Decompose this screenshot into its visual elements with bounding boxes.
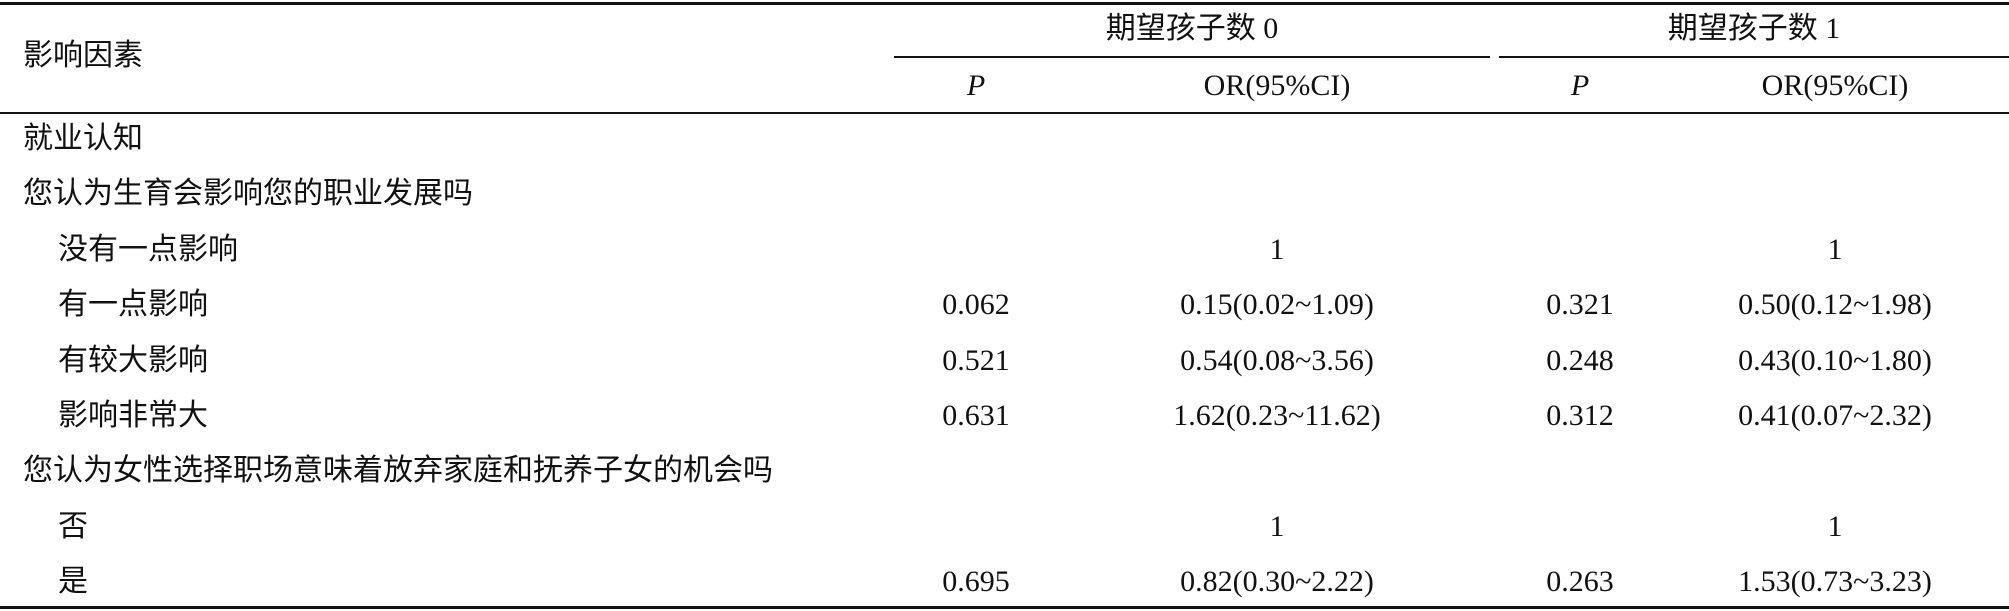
column-header: P xyxy=(1570,69,1590,102)
option-label: 有较大影响 xyxy=(58,343,208,377)
option-label: 否 xyxy=(58,509,88,543)
top-rule xyxy=(0,2,2009,5)
column-header: P xyxy=(966,69,986,102)
cell-value: 0.263 xyxy=(1546,565,1614,599)
cell-value: 0.54(0.08~3.56) xyxy=(1180,343,1374,377)
cell-value: 0.41(0.07~2.32) xyxy=(1738,399,1932,432)
cell-value: 0.50(0.12~1.98) xyxy=(1738,288,1932,322)
column-header: OR(95%CI) xyxy=(1761,69,1909,102)
header-rule xyxy=(0,112,2009,114)
option-label: 没有一点影响 xyxy=(58,232,238,266)
group-rule xyxy=(1499,56,2009,58)
option-label: 是 xyxy=(58,565,88,599)
option-label: 影响非常大 xyxy=(58,399,208,432)
cell-value: 1.53(0.73~3.23) xyxy=(1738,565,1932,599)
column-header: OR(95%CI) xyxy=(1203,69,1351,102)
cell-value: 0.631 xyxy=(942,399,1010,432)
group-header: 期望孩子数 1 xyxy=(1667,12,1841,45)
cell-value: 0.321 xyxy=(1546,288,1614,322)
group-rule xyxy=(894,56,1490,58)
cell-value: 0.15(0.02~1.09) xyxy=(1180,288,1374,322)
cell-value: 0.312 xyxy=(1546,399,1614,432)
option-label: 有一点影响 xyxy=(58,288,208,322)
cell-value: 1 xyxy=(1269,509,1285,543)
group-header: 期望孩子数 0 xyxy=(1105,12,1279,45)
cell-value: 0.43(0.10~1.80) xyxy=(1738,343,1932,377)
question-label: 您认为女性选择职场意味着放弃家庭和抚养子女的机会吗 xyxy=(23,454,773,488)
cell-value: 0.062 xyxy=(942,288,1010,322)
factor-header: 影响因素 xyxy=(23,39,143,72)
cell-value: 0.521 xyxy=(942,343,1010,377)
cell-value: 1 xyxy=(1827,232,1843,266)
cell-value: 0.695 xyxy=(942,565,1010,599)
cell-value: 1 xyxy=(1827,509,1843,543)
cell-value: 1 xyxy=(1269,232,1285,266)
cell-value: 0.82(0.30~2.22) xyxy=(1180,565,1374,599)
category-label: 就业认知 xyxy=(23,122,143,155)
cell-value: 0.248 xyxy=(1546,343,1614,377)
bottom-rule xyxy=(0,606,2009,609)
cell-value: 1.62(0.23~11.62) xyxy=(1173,399,1381,432)
question-label: 您认为生育会影响您的职业发展吗 xyxy=(23,177,473,211)
